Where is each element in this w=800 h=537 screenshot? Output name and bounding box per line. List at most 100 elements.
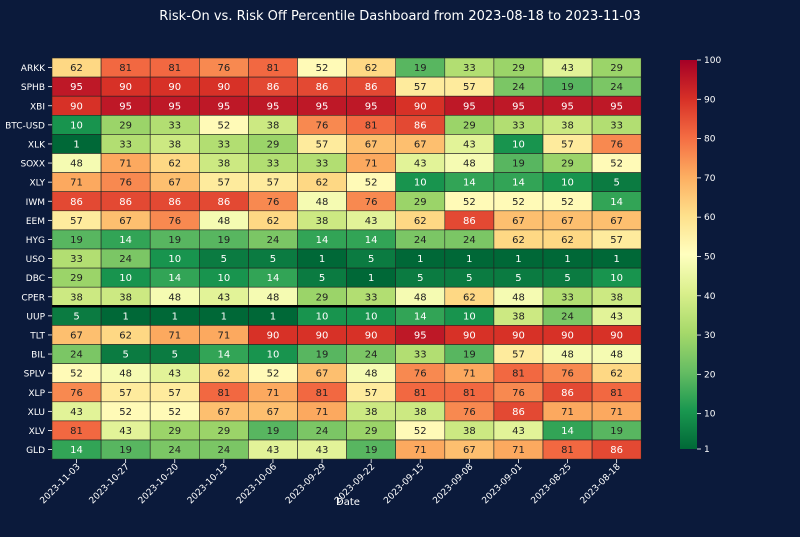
cell-value-label: 57 bbox=[365, 388, 378, 399]
cell-value-label: 67 bbox=[561, 216, 574, 227]
cell-value-label: 76 bbox=[561, 369, 574, 380]
cell-value-label: 5 bbox=[564, 273, 570, 284]
colorbar-tick-label: 60 bbox=[704, 213, 716, 223]
cell-value-label: 48 bbox=[217, 216, 230, 227]
row-label: DBC bbox=[26, 274, 45, 284]
cell-value-label: 48 bbox=[561, 350, 574, 361]
row-label: XLK bbox=[28, 140, 46, 150]
cell-value-label: 62 bbox=[365, 63, 378, 74]
cell-value-label: 14 bbox=[168, 273, 181, 284]
row-label: SPLV bbox=[24, 370, 46, 380]
cell-value-label: 24 bbox=[512, 82, 525, 93]
cell-value-label: 10 bbox=[316, 311, 329, 322]
colorbar-tick-label: 50 bbox=[704, 252, 716, 262]
cell-value-label: 43 bbox=[267, 445, 280, 456]
column-label: 2023-10-20 bbox=[137, 462, 181, 506]
cell-value-label: 10 bbox=[610, 273, 623, 284]
cell-value-label: 1 bbox=[515, 254, 521, 265]
cell-value-label: 86 bbox=[561, 388, 574, 399]
cell-value-label: 86 bbox=[512, 407, 525, 418]
cell-value-label: 38 bbox=[512, 311, 525, 322]
cell-value-label: 86 bbox=[70, 197, 83, 208]
cell-value-label: 24 bbox=[463, 235, 476, 246]
cell-value-label: 86 bbox=[168, 197, 181, 208]
column-label: 2023-08-25 bbox=[530, 462, 574, 506]
column-label: 2023-08-18 bbox=[579, 462, 623, 506]
cell-value-label: 71 bbox=[70, 178, 83, 189]
cell-value-label: 10 bbox=[267, 350, 280, 361]
row-label: SPHB bbox=[21, 83, 45, 93]
x-axis-label: Date bbox=[336, 497, 360, 508]
row-label: CPER bbox=[21, 293, 45, 303]
column-label: 2023-09-15 bbox=[382, 462, 426, 506]
cell-value-label: 95 bbox=[512, 101, 525, 112]
cell-value-label: 24 bbox=[119, 254, 132, 265]
cell-value-label: 43 bbox=[463, 139, 476, 150]
cell-value-label: 33 bbox=[267, 159, 280, 170]
cell-value-label: 48 bbox=[610, 350, 623, 361]
cell-value-label: 38 bbox=[70, 292, 83, 303]
cell-value-label: 48 bbox=[70, 159, 83, 170]
cell-value-label: 90 bbox=[267, 330, 280, 341]
cell-value-label: 76 bbox=[463, 407, 476, 418]
column-label: 2023-10-13 bbox=[186, 462, 230, 506]
cell-value-label: 90 bbox=[561, 330, 574, 341]
column-label: 2023-10-06 bbox=[235, 462, 279, 506]
column-label: 2023-09-01 bbox=[481, 462, 525, 506]
cell-value-label: 43 bbox=[561, 63, 574, 74]
cell-value-label: 95 bbox=[463, 101, 476, 112]
cell-value-label: 10 bbox=[463, 311, 476, 322]
cell-value-label: 90 bbox=[119, 82, 132, 93]
cell-value-label: 19 bbox=[365, 445, 378, 456]
cell-value-label: 95 bbox=[365, 101, 378, 112]
cell-value-label: 57 bbox=[610, 235, 623, 246]
colorbar-tick-label: 80 bbox=[704, 135, 716, 145]
row-label: XBI bbox=[30, 102, 45, 112]
cell-value-label: 76 bbox=[217, 63, 230, 74]
cell-value-label: 71 bbox=[610, 407, 623, 418]
row-label: HYG bbox=[26, 236, 45, 246]
cell-value-label: 52 bbox=[316, 63, 329, 74]
cell-value-label: 76 bbox=[267, 197, 280, 208]
cell-value-label: 76 bbox=[610, 139, 623, 150]
row-labels: ARKK SPHB XBI BTC-USD XLK SOXX XLY IWM EEM HYG USO… bbox=[5, 64, 52, 456]
cell-value-label: 10 bbox=[70, 120, 83, 131]
row-label: TLT bbox=[29, 331, 45, 341]
cell-value-label: 90 bbox=[512, 330, 525, 341]
cell-value-label: 43 bbox=[168, 369, 181, 380]
cell-value-label: 67 bbox=[610, 216, 623, 227]
cell-value-label: 5 bbox=[221, 254, 227, 265]
cell-value-label: 95 bbox=[414, 330, 427, 341]
cell-value-label: 24 bbox=[610, 82, 623, 93]
cell-value-label: 14 bbox=[267, 273, 280, 284]
colorbar-tick-label: 10 bbox=[704, 410, 716, 420]
cell-value-label: 86 bbox=[365, 82, 378, 93]
cell-value-label: 67 bbox=[168, 178, 181, 189]
cell-value-label: 71 bbox=[316, 407, 329, 418]
cell-value-label: 76 bbox=[512, 388, 525, 399]
cell-value-label: 52 bbox=[70, 369, 83, 380]
cell-value-label: 33 bbox=[512, 120, 525, 131]
row-label: XLU bbox=[28, 408, 45, 418]
cell-value-label: 10 bbox=[168, 254, 181, 265]
cell-value-label: 29 bbox=[512, 63, 525, 74]
cell-value-label: 71 bbox=[365, 159, 378, 170]
row-label: XLP bbox=[28, 389, 45, 399]
cell-value-label: 29 bbox=[463, 120, 476, 131]
cell-value-label: 62 bbox=[217, 369, 230, 380]
cell-value-label: 81 bbox=[512, 369, 525, 380]
cell-value-label: 1 bbox=[466, 254, 472, 265]
colorbar-gradient bbox=[680, 60, 697, 449]
cell-value-label: 33 bbox=[168, 120, 181, 131]
cell-value-label: 38 bbox=[365, 407, 378, 418]
cell-value-label: 38 bbox=[217, 159, 230, 170]
cell-value-label: 67 bbox=[512, 216, 525, 227]
cell-value-label: 10 bbox=[414, 178, 427, 189]
cell-value-label: 86 bbox=[217, 197, 230, 208]
cell-value-label: 14 bbox=[70, 445, 83, 456]
cell-value-label: 52 bbox=[365, 178, 378, 189]
column-label: 2023-09-08 bbox=[431, 462, 475, 506]
column-label: 2023-09-29 bbox=[284, 462, 328, 506]
row-label: BTC-USD bbox=[5, 121, 45, 131]
cell-value-label: 57 bbox=[512, 350, 525, 361]
